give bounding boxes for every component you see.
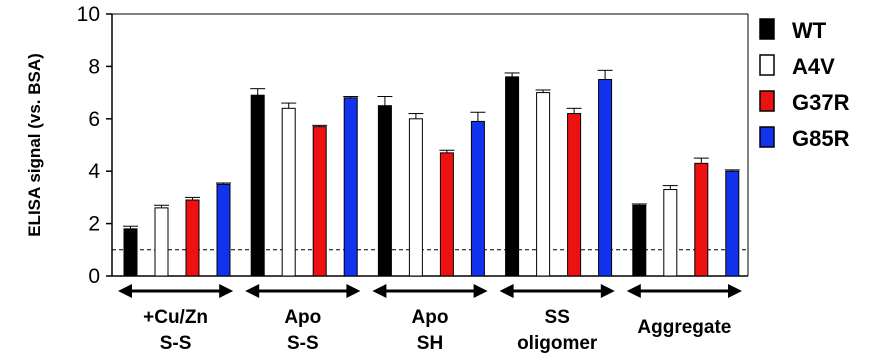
bar xyxy=(725,170,740,277)
legend-label: WT xyxy=(792,18,827,43)
bar xyxy=(694,162,709,277)
group-arrowhead-left xyxy=(118,284,132,298)
legend-swatch xyxy=(759,54,775,76)
bar xyxy=(185,199,200,277)
group-arrowhead-left xyxy=(245,284,260,298)
legend: WT A4V G37R G85R xyxy=(759,18,850,151)
bar xyxy=(408,118,423,277)
bar xyxy=(598,79,613,277)
category-label: SH xyxy=(417,333,443,354)
y-tick-label: 10 xyxy=(77,3,100,26)
category-label: oligomer xyxy=(517,333,598,354)
bar xyxy=(505,76,520,277)
bar xyxy=(216,183,231,277)
y-tick-label: 8 xyxy=(88,55,100,78)
category-label: Apo xyxy=(412,307,449,328)
legend-label: G85R xyxy=(792,126,850,151)
bar xyxy=(312,126,327,277)
bar xyxy=(281,107,296,277)
legend-swatch xyxy=(759,18,775,40)
y-tick-label: 0 xyxy=(88,265,100,288)
bar xyxy=(632,204,647,277)
group-arrowhead-right xyxy=(346,284,361,298)
y-tick-label: 4 xyxy=(88,160,100,183)
bar xyxy=(123,228,138,277)
group-arrowhead-left xyxy=(372,284,387,298)
bar xyxy=(154,207,169,277)
y-tick-label: 6 xyxy=(88,108,100,131)
bar xyxy=(470,120,485,277)
group-arrowhead-left xyxy=(499,284,514,298)
legend-swatch xyxy=(759,90,775,112)
bar xyxy=(343,97,358,277)
category-label: Apo xyxy=(284,307,321,328)
group-arrowhead-left xyxy=(626,284,641,298)
legend-label: G37R xyxy=(792,90,850,115)
bars xyxy=(123,69,740,277)
category-label: SS xyxy=(545,307,570,328)
labels: 0 2 4 6 8 10 ELISA signal (vs. BSA) +Cu/Zn S-S Ap… xyxy=(25,3,731,354)
legend-swatch xyxy=(759,126,775,148)
category-label: S-S xyxy=(160,333,192,354)
bar xyxy=(250,94,265,277)
group-arrowhead-right xyxy=(728,284,742,298)
y-tick-label: 2 xyxy=(88,213,100,236)
bar xyxy=(536,92,551,277)
group-arrowhead-right xyxy=(473,284,488,298)
bar xyxy=(567,113,582,277)
axes xyxy=(106,13,749,298)
legend-label: A4V xyxy=(792,54,835,79)
bar xyxy=(663,189,678,277)
category-label: S-S xyxy=(287,333,319,354)
group-arrowhead-right xyxy=(219,284,234,298)
category-label: Aggregate xyxy=(637,317,731,338)
bar xyxy=(439,152,454,277)
bar xyxy=(377,105,392,277)
category-label: +Cu/Zn xyxy=(143,307,208,328)
y-axis-label: ELISA signal (vs. BSA) xyxy=(25,53,44,237)
group-arrowhead-right xyxy=(600,284,615,298)
